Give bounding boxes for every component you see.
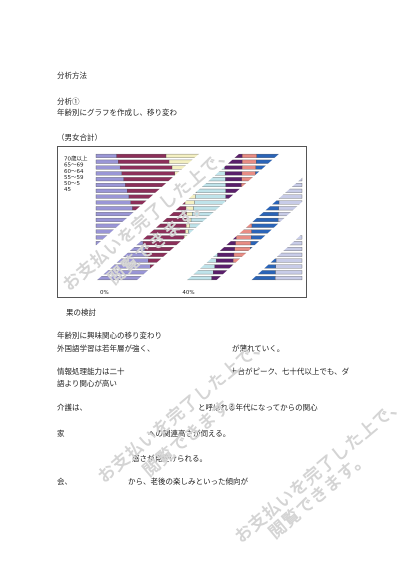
- watermark-mask: [198, 198, 306, 297]
- bar-segment: [278, 200, 303, 205]
- bar-segment: [95, 206, 133, 211]
- paragraph-5: 感さが見受けられる。: [132, 454, 207, 463]
- bar-segment: [196, 188, 226, 193]
- bar-segment: [95, 200, 131, 205]
- bar-segment: [95, 171, 123, 176]
- paragraph-4a: 家: [57, 429, 65, 438]
- section-results-heading: 果の検討: [66, 308, 96, 317]
- bar-segment: [251, 223, 279, 228]
- paragraph-6b: から、老後の楽しみといった傾向が: [128, 477, 248, 486]
- paragraph-2-line-2: 語より関心が高い: [57, 379, 117, 388]
- bar-segment: [95, 183, 126, 187]
- bar-segment: [242, 153, 257, 158]
- bar-segment: [252, 217, 279, 222]
- bar-segment: [225, 177, 242, 182]
- paragraph-4b: への関連高さが伺える。: [148, 429, 231, 438]
- paragraph-3a: 介護は、: [57, 403, 87, 412]
- bar-segment: [279, 194, 303, 199]
- bar-segment: [118, 159, 170, 164]
- watermark-mask: [118, 147, 306, 297]
- subheading-analysis-1: 分析①: [57, 97, 80, 106]
- bar-segment: [116, 153, 167, 158]
- paragraph-2-line-1b: 十台がピーク、七十代以上でも、ダ: [230, 367, 350, 376]
- bar-segment: [215, 258, 234, 263]
- bar-segment: [275, 264, 303, 269]
- bar-segment: [235, 241, 251, 246]
- paragraph-3b: と呼ばれる年代になってからの関心: [198, 403, 318, 412]
- bar-segment: [275, 276, 303, 281]
- bar-segment: [95, 188, 128, 193]
- bar-segment: [165, 153, 200, 158]
- bar-segment: [119, 165, 173, 170]
- paragraph-6a: 会、: [57, 477, 72, 486]
- bar-segment: [275, 270, 303, 275]
- bar-segment: [95, 177, 124, 182]
- category-label: 55～59: [64, 175, 84, 181]
- category-label: 50～5: [64, 181, 80, 187]
- bar-segment: [214, 264, 233, 269]
- bar-segment: [242, 159, 257, 164]
- paragraph-2-line-1a: 情報処理能力は二十: [57, 367, 125, 376]
- category-label: 60～64: [64, 169, 84, 175]
- paragraph-1-line-1: 年齢別に興味関心の移り変わり: [57, 331, 162, 340]
- bar-segment: [121, 171, 176, 176]
- bar-segment: [95, 194, 130, 199]
- bar-segment: [241, 165, 257, 170]
- x-tick-label: 40%: [182, 290, 194, 296]
- bar-segment: [275, 258, 303, 263]
- bar-segment: [95, 165, 121, 170]
- bar-segment: [224, 165, 243, 170]
- category-label: 65～69: [64, 163, 84, 169]
- bar-segment: [236, 235, 252, 240]
- analysis-description: 年齢別にグラフを作成し、移り変わ: [57, 108, 177, 117]
- chart-caption: （男女合計）: [57, 133, 102, 142]
- category-label: 45: [64, 187, 71, 193]
- bar-segment: [234, 247, 251, 251]
- heading: 分析方法: [57, 71, 87, 80]
- bar-segment: [225, 183, 242, 187]
- bar-segment: [95, 159, 119, 164]
- paragraph-1-line-2b: が薄れていく。: [232, 344, 285, 353]
- watermark-mask: [58, 147, 247, 297]
- paragraph-1-line-2a: 外国語学習は若年層が強く、: [57, 344, 155, 353]
- category-label: 70歳以上: [64, 155, 88, 163]
- bar-segment: [224, 171, 243, 176]
- watermark-3-line-1: お支払いを完了した上で、: [231, 393, 410, 548]
- bar-segment: [95, 153, 117, 158]
- bar-segment: [217, 252, 235, 257]
- bar-segment: [241, 171, 256, 176]
- x-tick-label: 0%: [100, 290, 109, 296]
